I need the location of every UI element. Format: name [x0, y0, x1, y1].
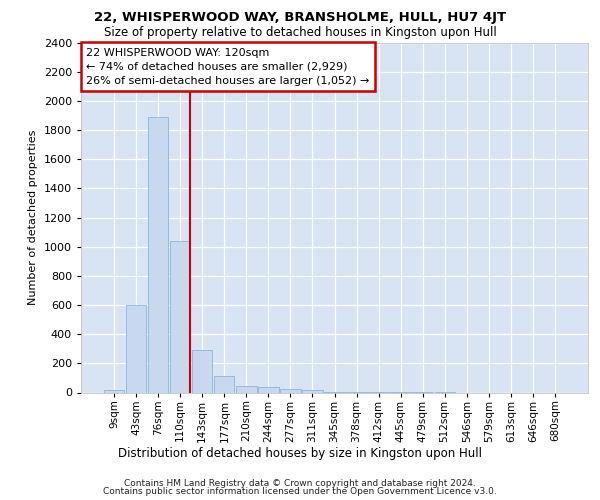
Text: 22, WHISPERWOOD WAY, BRANSHOLME, HULL, HU7 4JT: 22, WHISPERWOOD WAY, BRANSHOLME, HULL, H…: [94, 11, 506, 24]
Text: Contains public sector information licensed under the Open Government Licence v3: Contains public sector information licen…: [103, 487, 497, 496]
Bar: [214, 376, 235, 392]
Bar: [302, 390, 323, 392]
Bar: [148, 117, 169, 392]
Text: Contains HM Land Registry data © Crown copyright and database right 2024.: Contains HM Land Registry data © Crown c…: [124, 478, 476, 488]
Bar: [104, 390, 124, 392]
Bar: [126, 305, 146, 392]
Text: 22 WHISPERWOOD WAY: 120sqm
← 74% of detached houses are smaller (2,929)
26% of s: 22 WHISPERWOOD WAY: 120sqm ← 74% of deta…: [86, 48, 370, 86]
Text: Size of property relative to detached houses in Kingston upon Hull: Size of property relative to detached ho…: [104, 26, 496, 39]
Bar: [192, 350, 212, 393]
Bar: [236, 386, 257, 392]
Text: Distribution of detached houses by size in Kingston upon Hull: Distribution of detached houses by size …: [118, 448, 482, 460]
Y-axis label: Number of detached properties: Number of detached properties: [28, 130, 38, 305]
Bar: [280, 389, 301, 392]
Bar: [258, 388, 278, 392]
Bar: [170, 241, 190, 392]
